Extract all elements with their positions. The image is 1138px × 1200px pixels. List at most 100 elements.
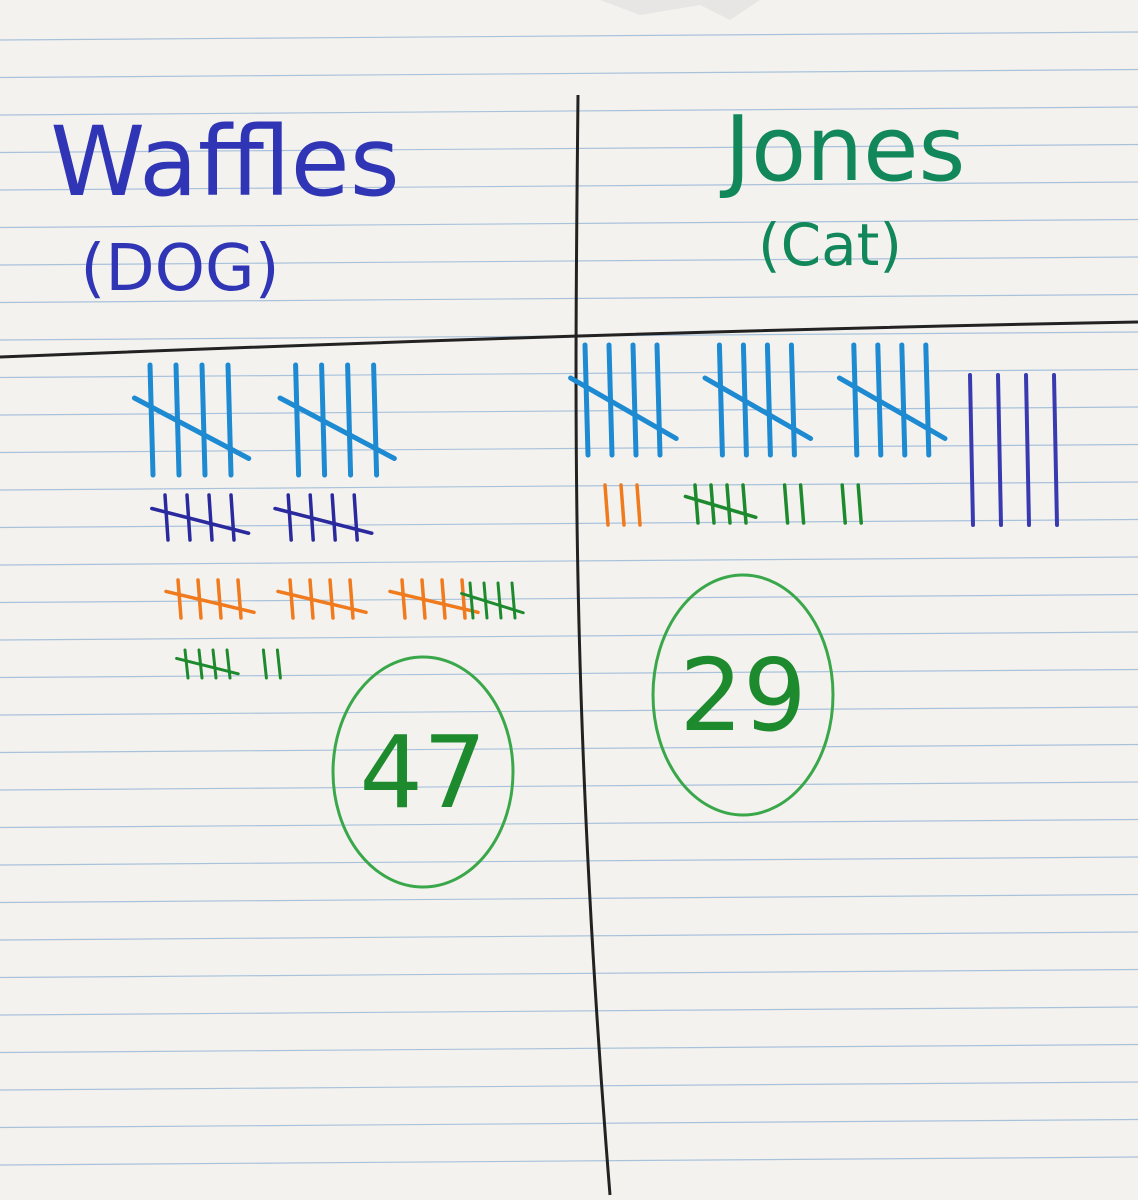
tally-group: [276, 578, 368, 620]
tally-stroke: [856, 483, 863, 525]
tally-stroke: [371, 362, 380, 478]
rule-line: [0, 1156, 1138, 1166]
tally-stroke: [468, 581, 475, 620]
tally-stroke: [183, 648, 190, 680]
tally-group: [131, 362, 252, 478]
tally-stroke: [147, 362, 156, 478]
tally-group: [603, 483, 642, 527]
rule-line: [0, 968, 1138, 979]
torn-edge: [0, 0, 760, 20]
tally-stroke: [788, 342, 797, 458]
rule-line: [0, 443, 1138, 454]
tally-stroke: [619, 483, 626, 527]
tally-slash: [568, 375, 679, 441]
tally-group: [840, 483, 863, 525]
rule-line: [0, 143, 1138, 154]
tally-slash: [276, 589, 368, 615]
tally-stroke: [654, 342, 663, 458]
tally-stroke: [225, 648, 232, 680]
tally-group: [273, 493, 374, 542]
tally-stroke: [725, 483, 732, 525]
tally-group: [702, 342, 814, 458]
rule-line: [0, 481, 1138, 491]
tally-stroke: [603, 483, 610, 527]
rule-line: [0, 781, 1138, 791]
rule-line: [0, 931, 1138, 941]
rule-line: [0, 368, 1138, 379]
tally-stroke: [261, 648, 268, 680]
column-subtitle: (Cat): [758, 211, 902, 279]
tally-stroke: [229, 493, 236, 542]
rule-line: [0, 293, 1138, 304]
tally-group: [568, 342, 679, 458]
tally-stroke: [798, 483, 806, 525]
tally-stroke: [328, 578, 335, 620]
rule-line: [0, 706, 1138, 716]
tally-stroke: [510, 581, 517, 620]
tally-stroke: [782, 483, 790, 525]
tally-stroke: [199, 362, 208, 478]
rule-line: [0, 1043, 1138, 1054]
tally-slash: [164, 589, 256, 615]
tally-group: [388, 578, 480, 620]
tally-stroke: [286, 493, 293, 542]
tally-stroke: [496, 581, 503, 620]
tally-group: [150, 493, 251, 542]
tally-slash: [683, 494, 758, 520]
rule-line: [0, 1081, 1138, 1091]
tally-group: [261, 648, 282, 680]
divider-vertical: [574, 94, 612, 1196]
column-title: Waffles: [50, 106, 400, 218]
tally-stroke: [635, 483, 642, 527]
tally-stroke: [460, 578, 467, 620]
total-circle: [651, 573, 835, 817]
tally-group: [782, 483, 806, 525]
divider-horizontal: [0, 320, 1138, 359]
rule-line: [0, 106, 1138, 116]
tally-slash: [388, 589, 480, 615]
tally-group: [175, 648, 240, 680]
tally-slash: [175, 656, 240, 676]
rule-line: [0, 68, 1138, 79]
tally-stroke: [693, 483, 700, 525]
tally-stroke: [163, 493, 170, 542]
tally-stroke: [236, 578, 243, 620]
total-circle: [331, 655, 515, 889]
tallies: 47 29: [131, 342, 1059, 889]
rule-line: [0, 743, 1138, 754]
tally-slash: [836, 375, 948, 441]
tally-stroke: [400, 578, 407, 620]
tally-stroke: [211, 648, 218, 680]
tally-stroke: [345, 362, 354, 478]
tally-stroke: [996, 373, 1003, 527]
tally-stroke: [176, 578, 183, 620]
ruled-lines: [0, 31, 1138, 1166]
tally-group: [460, 581, 525, 620]
tally-stroke: [1024, 373, 1031, 527]
tally-group: [277, 362, 397, 478]
tally-stroke: [207, 493, 214, 542]
tally-stroke: [352, 493, 359, 542]
rule-line: [0, 1006, 1138, 1016]
rule-line: [0, 256, 1138, 266]
tally-stroke: [899, 342, 908, 458]
tally-group: [164, 578, 256, 620]
rule-line: [0, 856, 1138, 866]
rule-line: [0, 181, 1138, 191]
tally-group: [968, 373, 1059, 527]
tally-stroke: [764, 342, 773, 458]
tally-slash: [277, 395, 397, 461]
tally-slash: [460, 592, 525, 615]
tally-stroke: [440, 578, 447, 620]
tally-stroke: [630, 342, 639, 458]
tally-stroke: [216, 578, 223, 620]
total: 29: [679, 637, 806, 754]
tally-stroke: [288, 578, 295, 620]
tally-stroke: [840, 483, 847, 525]
tally-group: [836, 342, 948, 458]
rule-line: [0, 406, 1138, 416]
total: 47: [359, 714, 486, 831]
